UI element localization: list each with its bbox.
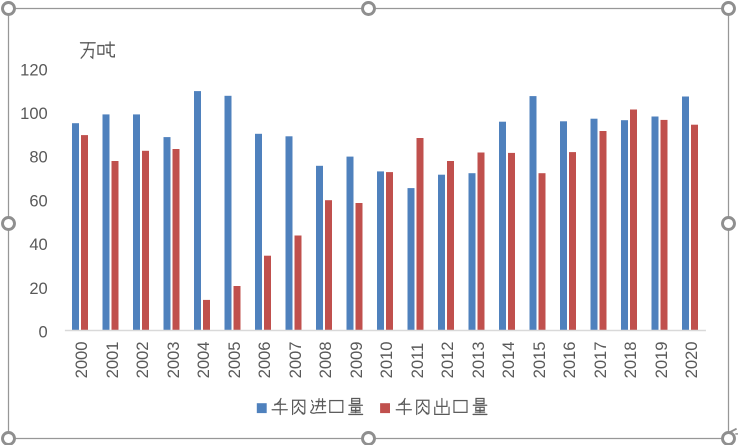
svg-text:20: 20 xyxy=(29,280,47,298)
svg-text:2007: 2007 xyxy=(286,341,305,378)
svg-text:2020: 2020 xyxy=(682,341,701,378)
svg-text:2008: 2008 xyxy=(316,341,335,378)
svg-text:2011: 2011 xyxy=(408,343,427,379)
svg-text:2014: 2014 xyxy=(499,341,518,378)
svg-text:2017: 2017 xyxy=(591,341,610,378)
svg-text:40: 40 xyxy=(29,236,47,254)
svg-text:2003: 2003 xyxy=(164,341,183,378)
svg-text:2012: 2012 xyxy=(438,341,457,378)
svg-text:2005: 2005 xyxy=(225,341,244,378)
svg-text:2018: 2018 xyxy=(621,341,640,378)
svg-text:0: 0 xyxy=(39,324,48,342)
svg-text:80: 80 xyxy=(29,149,47,167)
svg-text:2009: 2009 xyxy=(347,341,366,378)
svg-text:60: 60 xyxy=(29,192,47,210)
svg-text:2013: 2013 xyxy=(469,341,488,378)
svg-text:2001: 2001 xyxy=(103,341,122,378)
svg-text:120: 120 xyxy=(20,61,48,79)
svg-text:2000: 2000 xyxy=(72,341,91,378)
svg-text:2006: 2006 xyxy=(255,341,274,378)
svg-text:2010: 2010 xyxy=(377,341,396,378)
svg-text:2004: 2004 xyxy=(194,341,213,378)
svg-text:2015: 2015 xyxy=(530,341,549,378)
svg-text:2016: 2016 xyxy=(560,341,579,378)
svg-text:2019: 2019 xyxy=(652,341,671,378)
svg-text:100: 100 xyxy=(20,105,48,123)
svg-text:2002: 2002 xyxy=(133,341,152,378)
